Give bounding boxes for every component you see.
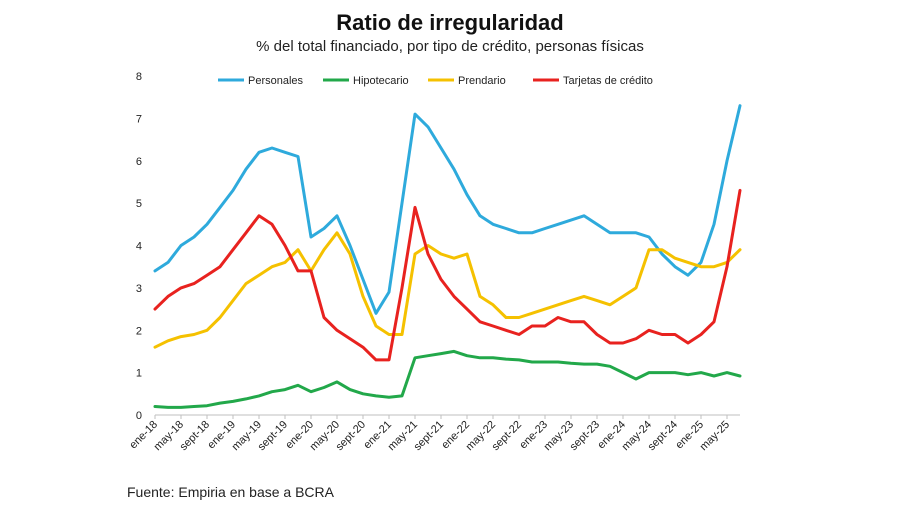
y-tick-label: 0: [136, 410, 142, 422]
legend-label-hipotecario: Hipotecario: [353, 75, 409, 87]
x-tick-label: sept-24: [646, 419, 680, 453]
y-tick-label: 8: [136, 71, 142, 83]
x-tick-label: may-25: [698, 419, 732, 453]
x-tick-label: sept-18: [178, 419, 212, 453]
series-line-prendario: [153, 231, 742, 349]
series-line-hipotecario: [153, 349, 742, 409]
legend-label-tarjetas-de-credito: Tarjetas de crédito: [563, 75, 653, 87]
legend-label-prendario: Prendario: [458, 75, 506, 87]
y-tick-label: 4: [136, 241, 142, 253]
source-note: Fuente: Empiria en base a BCRA: [127, 484, 334, 500]
y-tick-label: 2: [136, 325, 142, 337]
x-tick-label: sept-19: [256, 419, 290, 453]
y-tick-label: 1: [136, 368, 142, 380]
y-tick-label: 3: [136, 283, 142, 295]
series-line-tarjetas-de-credito: [153, 188, 742, 362]
y-tick-label: 5: [136, 198, 142, 210]
y-tick-label: 6: [136, 156, 142, 168]
legend-label-personales: Personales: [248, 75, 304, 87]
y-tick-label: 7: [136, 113, 142, 125]
x-tick-label: sept-20: [334, 419, 368, 453]
chart-subtitle: % del total financiado, por tipo de créd…: [256, 38, 644, 55]
chart-title: Ratio de irregularidad: [336, 10, 564, 35]
x-tick-label: sept-22: [490, 419, 524, 453]
x-tick-label: sept-23: [568, 419, 602, 453]
series-line-personales: [153, 104, 742, 315]
x-tick-label: sept-21: [412, 419, 446, 453]
